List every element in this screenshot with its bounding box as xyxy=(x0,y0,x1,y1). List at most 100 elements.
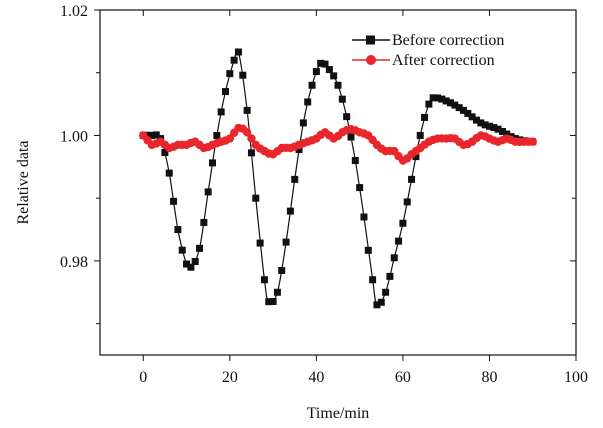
data-point xyxy=(239,71,247,79)
data-point xyxy=(472,116,480,124)
y-tick-label: 1.02 xyxy=(60,3,88,20)
series-layer xyxy=(139,48,537,309)
x-tick-label: 100 xyxy=(564,369,588,386)
data-point xyxy=(183,260,191,268)
data-point xyxy=(178,246,186,254)
data-point xyxy=(369,276,377,284)
data-point xyxy=(174,226,182,234)
series-after-correction xyxy=(139,123,537,165)
data-point xyxy=(351,157,359,165)
legend-label: After correction xyxy=(392,52,495,69)
data-point xyxy=(386,272,394,280)
data-point xyxy=(295,146,303,154)
data-point xyxy=(170,197,178,205)
data-point xyxy=(165,169,173,177)
data-point xyxy=(269,297,277,305)
data-point xyxy=(230,56,238,64)
data-point xyxy=(412,153,420,161)
data-point xyxy=(447,99,455,107)
data-point xyxy=(308,81,316,89)
legend-item: Before correction xyxy=(352,32,504,49)
data-point xyxy=(477,119,485,127)
data-point xyxy=(234,48,242,56)
data-point xyxy=(364,246,372,254)
data-point xyxy=(187,263,195,271)
y-tick-label: 0.98 xyxy=(60,254,88,271)
data-point xyxy=(395,237,403,245)
data-point xyxy=(434,94,442,102)
data-point xyxy=(273,288,281,296)
data-point xyxy=(299,119,307,127)
data-point xyxy=(403,198,411,206)
data-point xyxy=(464,109,472,117)
data-point xyxy=(408,175,416,183)
data-point xyxy=(265,298,273,306)
data-point xyxy=(425,100,433,108)
data-point xyxy=(416,131,424,139)
series-before-correction xyxy=(139,48,537,309)
data-point xyxy=(421,113,429,121)
data-point xyxy=(196,244,204,252)
data-point xyxy=(334,81,342,89)
data-point xyxy=(455,104,463,112)
data-point xyxy=(321,60,329,68)
data-point xyxy=(494,125,502,133)
data-point xyxy=(247,134,256,143)
data-point xyxy=(291,175,299,183)
data-point xyxy=(304,98,312,106)
data-point xyxy=(161,149,169,157)
data-point xyxy=(360,213,368,221)
data-point xyxy=(356,184,364,192)
data-point xyxy=(429,94,437,102)
data-point xyxy=(260,276,268,284)
x-tick-label: 60 xyxy=(395,369,411,386)
x-tick-label: 20 xyxy=(222,369,238,386)
x-tick-label: 40 xyxy=(308,369,324,386)
data-point xyxy=(377,298,385,306)
data-point xyxy=(325,66,333,74)
data-point xyxy=(338,95,346,103)
data-point xyxy=(221,88,229,96)
data-point xyxy=(152,131,160,139)
data-point xyxy=(382,288,390,296)
y-tick-label: 1.00 xyxy=(60,128,88,145)
data-point xyxy=(256,239,264,247)
data-point xyxy=(503,130,511,138)
data-point xyxy=(252,194,260,202)
data-point xyxy=(399,219,407,227)
data-point xyxy=(200,218,208,226)
data-point xyxy=(225,134,235,143)
legend-marker xyxy=(366,55,376,65)
legend-item: After correction xyxy=(352,52,495,69)
data-point xyxy=(481,121,489,129)
data-point xyxy=(438,95,446,103)
data-point xyxy=(330,72,338,80)
plot-frame xyxy=(99,9,577,356)
data-point xyxy=(278,267,286,275)
data-point xyxy=(468,113,476,121)
axes: 0 20 40 60 80 100 0.98 1.00 1.02 xyxy=(60,3,588,386)
data-point xyxy=(459,106,467,114)
data-point xyxy=(144,131,152,139)
data-point xyxy=(485,122,493,130)
x-axis-label: Time/min xyxy=(307,405,370,422)
data-point xyxy=(204,188,212,196)
x-tick-label: 0 xyxy=(139,369,147,386)
data-point xyxy=(442,97,450,105)
legend-marker xyxy=(366,35,375,45)
data-point xyxy=(347,133,355,141)
x-tick-label: 80 xyxy=(481,369,497,386)
data-point xyxy=(243,106,251,114)
y-axis-label: Relative data xyxy=(15,141,32,225)
data-point xyxy=(213,131,221,139)
data-point xyxy=(490,124,498,132)
data-point xyxy=(528,137,537,146)
data-point xyxy=(217,108,225,116)
data-point xyxy=(247,149,255,157)
data-point xyxy=(191,257,199,265)
data-point xyxy=(242,128,252,137)
data-point xyxy=(209,159,217,167)
data-point xyxy=(148,131,156,139)
data-point xyxy=(343,113,351,121)
